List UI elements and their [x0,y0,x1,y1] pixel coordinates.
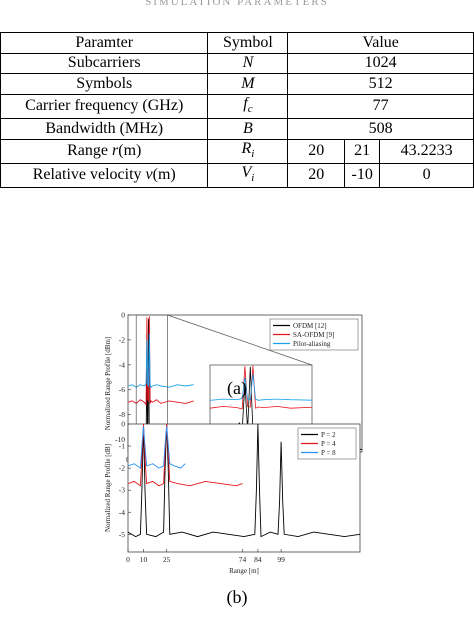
y-tick-label: -10 [115,435,125,444]
x-tick-label: 99 [277,555,285,564]
table-row: Range r(m) Ri 20 21 43.2233 [0,138,474,164]
legend-label: SA-OFDM [9] [293,331,334,339]
y-tick-label: -6 [119,385,125,394]
symbol-sub: i [251,147,255,160]
param-text: Carrier frequency (GHz) [25,97,184,115]
parameter-table: Paramter Symbol Value Subcarriers N 1024 Symbo… [0,32,474,188]
series-line [128,424,243,487]
series-line [128,316,194,407]
param-var: r [112,142,119,160]
value-cell: 77 [287,93,474,119]
symbol-cell: M [207,73,289,95]
value-cell: 512 [287,73,474,95]
param-text: Bandwidth (MHz) [45,119,164,137]
y-axis-label: Normalized Range Profile [dBm] [104,337,112,431]
table-row: Carrier frequency (GHz) fc 77 [0,93,474,119]
param-cell: Carrier frequency (GHz) [0,93,209,119]
y-tick-label: 0 [121,311,125,320]
symbol-main: f [243,94,248,112]
y-tick-label: -4 [119,360,125,369]
table-row: Relative velocity v(m) Vi 20 -10 0 [0,162,474,188]
param-var: v [145,166,153,184]
header-cell: Value [287,32,474,54]
legend-label: OFDM [12] [293,322,327,330]
y-tick-label: -5 [119,530,125,539]
param-unit: (m) [118,142,142,160]
x-tick-label: 25 [163,555,171,564]
table-caption: SIMULATION PARAMETERS [145,0,329,8]
symbol-sub: i [251,171,255,184]
symbol-main: R [241,139,252,157]
chart-b: 0 10 25 74 84 99 0 -1 -2 -3 -4 -5 Range [m] Normalize… [104,420,361,575]
header-cell: Symbol [207,32,289,54]
series-line [128,424,360,538]
figure-label: (b) [226,587,248,607]
symbol-cell: N [207,52,289,75]
table-row: Bandwidth (MHz) B 508 [0,117,474,140]
y-tick-label: -2 [119,464,125,473]
symbol-cell: B [207,117,289,140]
symbol-cell: Vi [207,162,289,188]
symbol-cell: fc [207,93,289,119]
header-cell: Paramter [0,32,209,54]
series-line [128,426,186,469]
param-cell: Bandwidth (MHz) [0,117,209,140]
value-cell: 20 [287,138,346,164]
zoom-connector [167,314,313,366]
param-text: Range [67,142,112,160]
symbol-cell: Ri [207,138,289,164]
y-tick-label: -4 [119,508,125,517]
value-cell: -10 [344,162,381,188]
table-row: Subcarriers N 1024 [0,52,474,75]
value-cell: 21 [344,138,381,164]
param-text: Subcarriers [67,54,141,72]
x-tick-label: 74 [239,555,247,564]
y-axis-label: Normalized Range Profile [dB] [104,444,112,532]
symbol-sub: c [247,102,253,115]
y-tick-label: -2 [119,335,125,344]
figure-label: (a) [227,378,247,398]
value-cell: 43.2233 [379,138,474,164]
series-line [210,365,312,410]
param-unit: (m) [152,166,176,184]
series-line [210,374,312,401]
param-text: Symbols [76,74,133,92]
legend-label: P = 2 [321,431,336,439]
inset-area [209,364,313,433]
symbol-main: B [243,119,253,137]
param-cell: Subcarriers [0,52,209,75]
y-tick-label: 0 [121,420,125,429]
param-text: Relative velocity [32,166,146,184]
x-axis-label: Range [m] [229,567,259,575]
value-cell: 0 [379,162,474,188]
y-tick-label: -1 [119,442,125,451]
x-tick-label: 0 [126,555,130,564]
y-tick-label: -8 [119,410,125,419]
param-cell: Relative velocity v(m) [0,162,209,188]
symbol-main: M [241,74,255,92]
value-cell: 1024 [287,52,474,75]
x-tick-label: 84 [254,555,262,564]
symbol-main: N [242,54,254,72]
value-cell: 508 [287,117,474,140]
symbol-main: V [241,163,252,181]
value-cell: 20 [287,162,346,188]
series-line [128,333,194,388]
param-cell: Symbols [0,73,209,95]
legend-label: P = 4 [321,440,336,448]
header-row: Paramter Symbol Value [0,32,474,54]
table-row: Symbols M 512 [0,73,474,95]
y-tick-label: -3 [119,486,125,495]
legend-label: P = 8 [321,449,336,457]
legend-label: Pilot-aliasing [293,340,331,348]
param-cell: Range r(m) [0,138,209,164]
x-tick-label: 10 [140,555,148,564]
